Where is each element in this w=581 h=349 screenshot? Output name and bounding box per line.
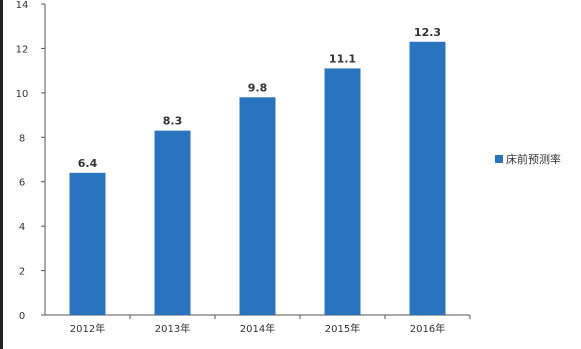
bar-data-labels: 6.4 8.3 9.8 11.1 12.3	[78, 26, 441, 170]
y-tick-label: 14	[16, 0, 29, 11]
bar	[409, 41, 446, 316]
bar	[324, 68, 361, 316]
bar-series	[69, 41, 446, 316]
bar-value-label: 11.1	[329, 52, 356, 65]
left-border	[0, 0, 3, 349]
y-tick-label: 8	[19, 133, 25, 144]
x-category-label: 2016年	[410, 322, 445, 335]
x-category-label: 2013年	[155, 322, 190, 335]
y-tick-label: 4	[19, 222, 25, 233]
bar	[154, 130, 191, 315]
y-axis-ticks: 0 2 4 6 8 10 12 14	[16, 0, 45, 322]
bar-value-label: 12.3	[414, 26, 441, 39]
y-tick-label: 6	[19, 178, 25, 189]
y-tick-label: 2	[19, 267, 25, 278]
y-tick-label: 10	[16, 89, 29, 100]
legend-swatch	[495, 155, 503, 163]
x-category-label: 2015年	[325, 322, 360, 335]
bar	[69, 172, 106, 315]
y-tick-label: 0	[19, 311, 25, 322]
x-category-label: 2012年	[70, 322, 105, 335]
bar-value-label: 8.3	[163, 115, 183, 128]
bar-value-label: 9.8	[248, 81, 268, 94]
y-tick-label: 12	[16, 44, 29, 55]
chart-legend: 床前预测率	[495, 152, 561, 166]
x-category-label: 2014年	[240, 322, 275, 335]
x-axis-categories: 2012年 2013年 2014年 2015年 2016年	[70, 315, 471, 335]
bar	[239, 97, 276, 315]
bar-value-label: 6.4	[78, 157, 98, 170]
legend-label: 床前预测率	[506, 152, 561, 166]
